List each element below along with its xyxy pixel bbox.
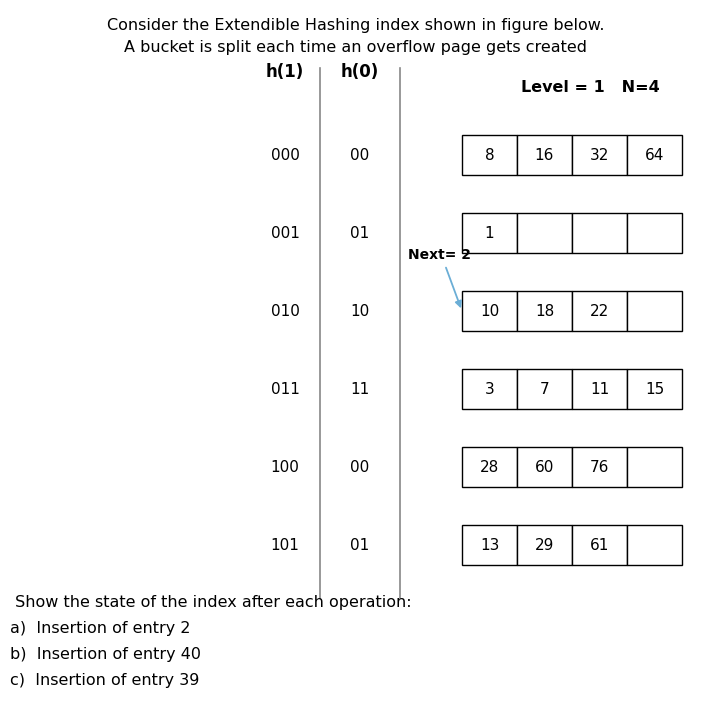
Text: 10: 10 [480,304,499,319]
Text: 76: 76 [590,459,609,475]
Bar [572,525,627,565]
Bar [462,447,517,487]
Bar [462,525,517,565]
Text: 010: 010 [270,304,299,319]
Text: h(1): h(1) [266,63,304,81]
Bar [572,447,627,487]
Bar [462,135,517,175]
Text: 8: 8 [485,148,494,162]
Text: Consider the Extendible Hashing index shown in figure below.: Consider the Extendible Hashing index sh… [107,18,605,33]
Text: 22: 22 [590,304,609,319]
Bar [627,213,682,253]
Text: 000: 000 [270,148,299,162]
Bar [572,213,627,253]
Bar [517,525,572,565]
Text: 001: 001 [270,226,299,240]
Bar [627,369,682,409]
Bar [517,369,572,409]
Text: 28: 28 [480,459,499,475]
Bar [572,369,627,409]
Text: A bucket is split each time an overflow page gets created: A bucket is split each time an overflow … [125,40,588,55]
Text: b)  Insertion of entry 40: b) Insertion of entry 40 [10,647,201,662]
Bar [517,135,572,175]
Text: 101: 101 [270,537,299,553]
Text: 10: 10 [350,304,369,319]
Text: 011: 011 [270,381,299,397]
Text: 11: 11 [350,381,369,397]
Bar [462,291,517,331]
Text: 01: 01 [350,226,369,240]
Text: 00: 00 [350,459,369,475]
Bar [572,291,627,331]
Text: 18: 18 [535,304,554,319]
Bar [627,135,682,175]
Text: 3: 3 [485,381,494,397]
Text: c)  Insertion of entry 39: c) Insertion of entry 39 [10,673,200,688]
Text: 01: 01 [350,537,369,553]
Bar [627,291,682,331]
Text: Level = 1   N=4: Level = 1 N=4 [520,79,660,95]
Text: 1: 1 [485,226,494,240]
Text: 11: 11 [590,381,609,397]
Text: 32: 32 [590,148,609,162]
Bar [517,291,572,331]
Text: 61: 61 [590,537,609,553]
Text: 00: 00 [350,148,369,162]
Text: 15: 15 [645,381,664,397]
Text: Show the state of the index after each operation:: Show the state of the index after each o… [10,595,411,610]
Text: Next= 2: Next= 2 [408,248,471,262]
Text: 64: 64 [645,148,665,162]
Bar [517,447,572,487]
Text: 60: 60 [535,459,554,475]
Bar [462,369,517,409]
Bar [517,213,572,253]
Text: 16: 16 [535,148,554,162]
Text: 29: 29 [535,537,554,553]
Text: 13: 13 [480,537,499,553]
Text: 100: 100 [270,459,299,475]
Bar [462,213,517,253]
Text: 7: 7 [540,381,549,397]
Bar [572,135,627,175]
Text: h(0): h(0) [341,63,379,81]
Bar [627,525,682,565]
Text: a)  Insertion of entry 2: a) Insertion of entry 2 [10,621,190,636]
Bar [627,447,682,487]
